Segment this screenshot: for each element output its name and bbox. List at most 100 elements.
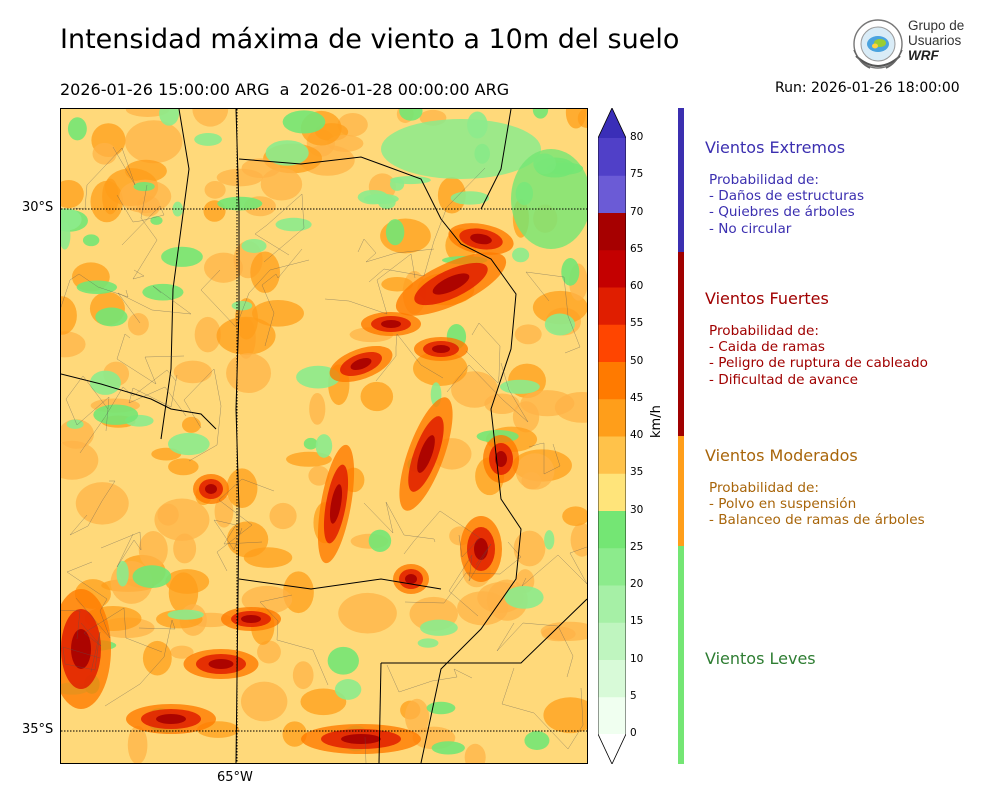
wind-core-inner	[71, 629, 91, 669]
wind-patch-light	[161, 246, 203, 267]
department-border	[61, 273, 129, 308]
colorbar-bin	[598, 547, 626, 586]
wind-patch-light	[450, 191, 490, 205]
wind-patch-light	[499, 379, 540, 394]
province-border	[480, 109, 512, 210]
wind-core-inner	[329, 484, 343, 524]
wind-patch-moderate	[413, 350, 468, 386]
wind-patch-moderate	[457, 591, 509, 626]
wind-patch-moderate	[252, 299, 304, 327]
wind-patch-moderate	[404, 698, 430, 735]
wind-patch-light	[385, 219, 405, 246]
wind-patch-moderate	[226, 353, 272, 394]
department-border	[357, 238, 435, 263]
category-desc-moderados: Probabilidad de: - Polvo en suspensión -…	[709, 480, 925, 529]
wind-patch-light	[357, 189, 389, 205]
department-border	[128, 374, 187, 417]
colorbar-bin	[598, 473, 626, 511]
wind-patch-moderate	[260, 167, 303, 201]
category-intro: Probabilidad de:	[709, 480, 819, 496]
run-time: Run: 2026-01-26 18:00:00	[775, 80, 960, 96]
wind-patch-moderate	[214, 495, 234, 528]
lon-label-65w: 65°W	[217, 770, 253, 785]
department-border	[259, 594, 329, 686]
wind-core-inner	[470, 233, 492, 245]
colorbar-tick-label: 35	[630, 466, 644, 479]
wind-patch-light	[512, 247, 530, 263]
wind-patch-light	[381, 119, 541, 179]
wind-patch-light	[132, 565, 172, 589]
wind-patch-moderate	[119, 179, 172, 214]
wind-patch-light	[390, 176, 431, 185]
colorbar-tick-label: 70	[630, 205, 644, 218]
department-border	[525, 271, 581, 354]
province-border	[378, 662, 382, 763]
colorbar-bin	[598, 696, 626, 735]
wind-patch-light	[532, 109, 549, 119]
province-border	[238, 578, 442, 590]
category-line: - Quiebres de árboles	[709, 204, 855, 221]
category-title-fuertes: Vientos Fuertes	[705, 289, 829, 308]
province-border	[160, 109, 190, 440]
colorbar-bin	[598, 138, 626, 176]
wind-patch-moderate	[181, 416, 201, 433]
colorbar-bin	[598, 585, 626, 623]
department-border	[404, 541, 522, 604]
wind-patch-light	[194, 133, 222, 146]
wind-patch-moderate	[192, 109, 229, 127]
wind-map[interactable]	[60, 108, 588, 764]
colorbar-tick-label: 25	[630, 540, 644, 553]
wind-patch-light	[282, 110, 326, 134]
wind-patch-moderate	[125, 120, 183, 164]
wind-patch-moderate	[127, 725, 148, 763]
wind-patch-light	[150, 216, 163, 225]
category-title-moderados: Vientos Moderados	[705, 446, 858, 465]
colorbar-bin	[598, 436, 626, 474]
wind-patch-light	[76, 280, 118, 295]
department-border	[368, 167, 486, 283]
category-line: - Balanceo de ramas de árboles	[709, 512, 925, 529]
colorbar	[598, 108, 626, 764]
colorbar-tick-label: 5	[630, 689, 637, 702]
wind-patch-light	[241, 239, 267, 253]
wind-patch-light	[95, 307, 128, 327]
wind-patch-moderate	[75, 482, 129, 525]
colorbar-tick-label: 30	[630, 503, 644, 516]
wind-patch-light	[544, 313, 575, 336]
wind-patch-light	[82, 234, 100, 247]
wind-patch-moderate	[269, 502, 297, 530]
department-border	[200, 259, 310, 328]
wind-patch-moderate	[543, 697, 587, 734]
colorbar-tick-label: 50	[630, 354, 644, 367]
wind-patch-moderate	[168, 458, 199, 476]
colorbar-tick-label: 20	[630, 578, 644, 590]
province-border	[238, 156, 522, 763]
wind-patch-light	[420, 619, 458, 636]
wind-patch-moderate	[138, 531, 168, 569]
colorbar-tick-label: 40	[630, 429, 644, 441]
wind-patch-moderate	[157, 503, 179, 526]
category-title-leves: Vientos Leves	[705, 649, 816, 668]
wind-patch-light	[231, 301, 253, 311]
wind-patch-moderate	[216, 168, 263, 187]
wind-patch-moderate	[308, 465, 330, 486]
colorbar-tick-label: 55	[630, 317, 644, 330]
category-bar-extremos	[678, 108, 684, 252]
wind-core-inner	[350, 357, 372, 371]
wind-patch-moderate	[338, 592, 397, 634]
logo-line-2: Usuarios	[908, 33, 962, 48]
wind-patch-moderate	[565, 109, 587, 129]
wind-patch-moderate	[250, 251, 281, 294]
department-border	[65, 375, 110, 432]
wind-patch-light	[303, 437, 318, 450]
department-border	[132, 184, 158, 280]
department-border	[62, 631, 101, 673]
wind-patch-moderate	[125, 109, 170, 117]
wind-core-inner	[495, 451, 507, 467]
wind-patch-light	[417, 638, 439, 648]
wind-core-inner	[417, 435, 435, 473]
wind-patch-light	[504, 585, 544, 609]
wind-patch-light	[167, 609, 204, 620]
colorbar-bin	[598, 287, 626, 325]
department-border	[403, 510, 481, 558]
